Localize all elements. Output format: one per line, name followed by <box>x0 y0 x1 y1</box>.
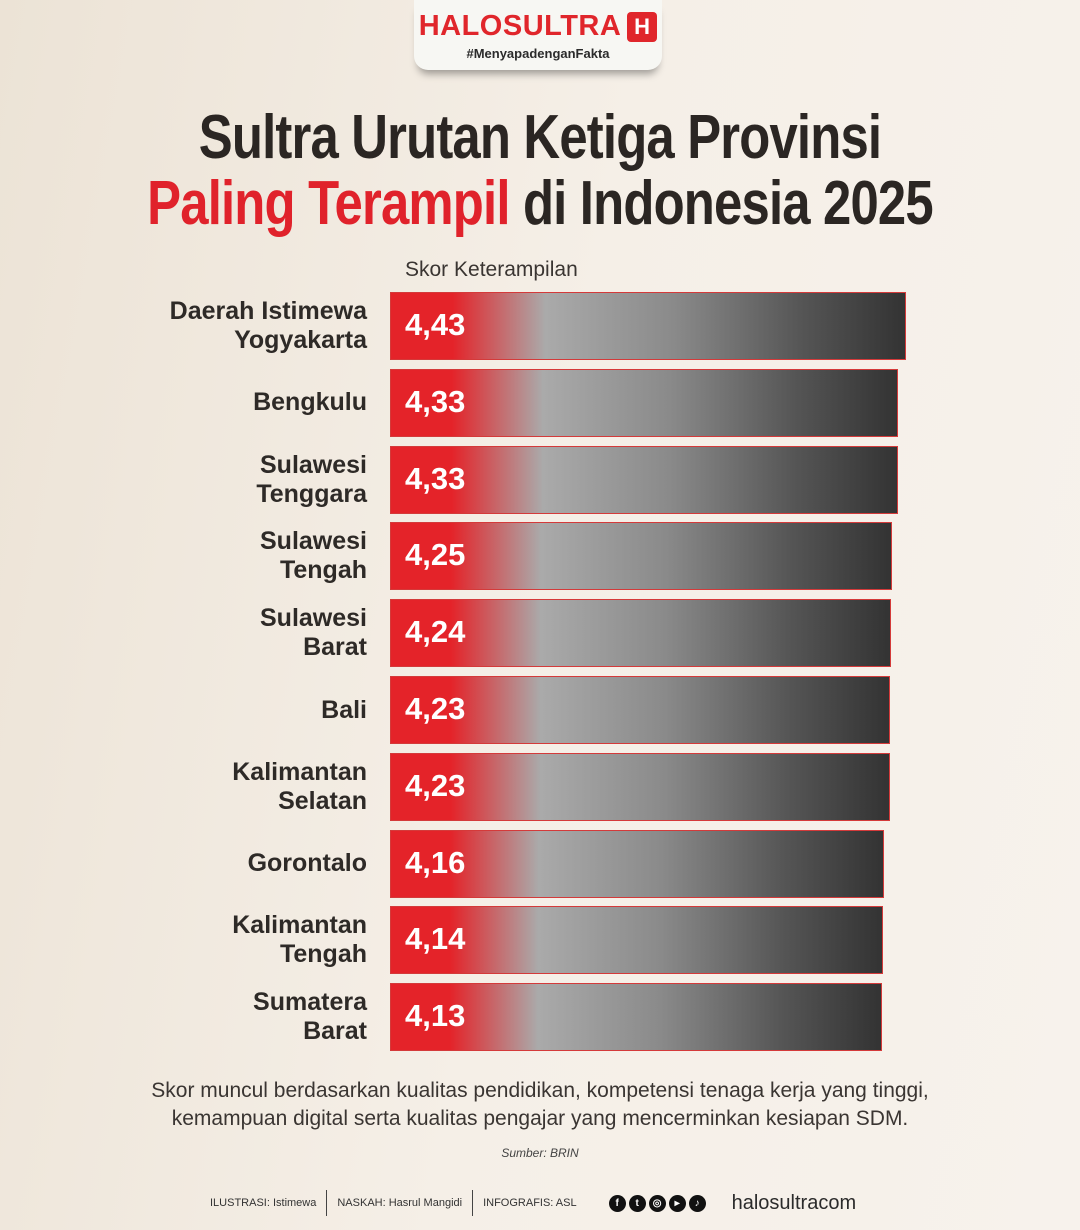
category-label-line: Tengah <box>279 940 367 969</box>
category-label-line: Sulawesi <box>260 604 367 633</box>
value-label: 4,13 <box>405 998 466 1034</box>
bar: 4,33 <box>390 445 898 514</box>
category-label-line: Kalimantan <box>232 911 367 940</box>
category-label-line: Barat <box>303 1017 367 1046</box>
logo-h-icon: H <box>627 11 658 42</box>
category-label-line: Kalimantan <box>232 757 367 786</box>
title-line2: Paling Terampil di Indonesia 2025 <box>97 168 983 239</box>
source: Sumber: BRIN <box>501 1146 579 1160</box>
category-label-line: Sumatera <box>253 988 367 1017</box>
credit-ilustrasi: ILUSTRASI: Istimewa <box>210 1197 317 1209</box>
footer: ILUSTRASI: Istimewa NASKAH: Hasrul Mangi… <box>210 1190 856 1216</box>
youtube-icon[interactable]: ▸ <box>668 1194 686 1212</box>
value-label: 4,16 <box>405 844 466 880</box>
category-label: Sulawesi Barat <box>107 604 367 662</box>
category-label-line: Yogyakarta <box>234 326 367 354</box>
bar: 4,14 <box>390 906 883 975</box>
category-label-line: Sulawesi <box>260 450 367 479</box>
divider <box>326 1190 328 1216</box>
twitter-icon[interactable]: t <box>628 1194 646 1212</box>
bar: 4,33 <box>390 368 898 437</box>
axis-label: Skor Keterampilan <box>405 258 578 281</box>
social-icons: f t ◎ ▸ ♪ <box>608 1194 706 1212</box>
value-label: 4,33 <box>405 383 466 419</box>
note-line1: Skor muncul berdasarkan kualitas pendidi… <box>151 1079 929 1102</box>
bar: 4,43 <box>390 292 906 360</box>
category-label: Kalimantan Selatan <box>107 758 367 816</box>
category-label-line: Gorontalo <box>247 849 367 878</box>
category-label: Sulawesi Tenggara <box>107 451 367 509</box>
category-label: Sulawesi Tengah <box>107 527 367 585</box>
value-label: 4,24 <box>405 614 466 650</box>
category-label: Gorontalo <box>107 849 367 878</box>
category-label: Bengkulu <box>107 388 367 417</box>
value-label: 4,23 <box>405 691 466 726</box>
bar: 4,25 <box>390 522 892 591</box>
bar: 4,23 <box>390 676 890 744</box>
logo-brand: HALOSULTRA <box>418 10 622 42</box>
value-label: 4,14 <box>405 921 466 957</box>
credit-infografis: INFOGRAFIS: ASL <box>483 1197 577 1209</box>
bar: 4,16 <box>390 829 885 898</box>
category-label: Bali <box>107 696 367 725</box>
category-label-line: Selatan <box>278 786 367 815</box>
category-label-line: Tengah <box>279 556 367 585</box>
category-label: Kalimantan Tengah <box>107 911 367 969</box>
category-label-line: Bali <box>321 695 367 724</box>
instagram-icon[interactable]: ◎ <box>648 1194 666 1212</box>
bar: 4,13 <box>390 983 882 1052</box>
category-label: Daerah Istimewa Yogyakarta <box>107 297 367 355</box>
title-highlight: Paling Terampil <box>147 169 510 238</box>
facebook-icon[interactable]: f <box>608 1194 626 1212</box>
title-line1: Sultra Urutan Ketiga Provinsi <box>198 103 882 172</box>
note: Skor muncul berdasarkan kualitas pendidi… <box>0 1077 1080 1133</box>
category-label-line: Barat <box>303 633 367 662</box>
value-label: 4,23 <box>405 767 466 803</box>
divider <box>472 1190 474 1216</box>
website[interactable]: halosultracom <box>731 1191 857 1214</box>
category-label-line: Bengkulu <box>253 388 367 417</box>
value-label: 4,25 <box>405 537 466 573</box>
bar: 4,24 <box>390 599 891 668</box>
logo-tagline: #MenyapadenganFakta <box>466 46 610 61</box>
category-label-line: Sulawesi <box>260 527 367 556</box>
value-label: 4,43 <box>405 307 466 342</box>
category-label-line: Tenggara <box>256 479 367 508</box>
bar: 4,23 <box>390 752 890 821</box>
tiktok-icon[interactable]: ♪ <box>688 1194 706 1212</box>
credit-naskah: NASKAH: Hasrul Mangidi <box>337 1197 463 1209</box>
category-label: Sumatera Barat <box>107 988 367 1046</box>
category-label-line: Daerah Istimewa <box>169 297 367 325</box>
value-label: 4,33 <box>405 460 466 496</box>
title-rest: di Indonesia 2025 <box>509 169 934 238</box>
note-line2: kemampuan digital serta kualitas pengaja… <box>171 1107 909 1130</box>
logo: HALOSULTRA H #MenyapadenganFakta <box>414 0 662 70</box>
